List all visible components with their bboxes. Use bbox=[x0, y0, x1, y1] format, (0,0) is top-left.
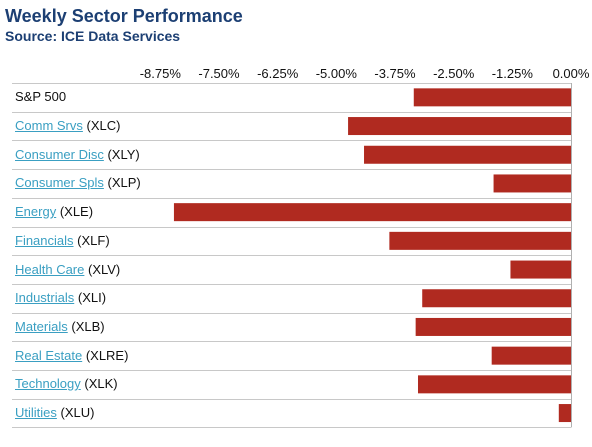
category-label: S&P 500 bbox=[15, 89, 66, 105]
bar bbox=[173, 203, 571, 222]
index-label: S&P 500 bbox=[15, 89, 67, 105]
category-label: Consumer Disc (XLY) bbox=[15, 147, 140, 163]
x-tick-label: -5.00% bbox=[316, 66, 358, 81]
sector-link[interactable]: Technology bbox=[15, 376, 81, 392]
bar bbox=[348, 117, 571, 136]
bars bbox=[173, 88, 571, 423]
ticker-label: (XLP) bbox=[103, 175, 141, 191]
x-tick-label: 0.00% bbox=[553, 66, 590, 81]
x-tick-label: -6.25% bbox=[257, 66, 299, 81]
bar bbox=[510, 260, 571, 279]
bar bbox=[493, 174, 571, 193]
sector-link[interactable]: Utilities bbox=[15, 405, 57, 421]
category-label: Health Care (XLV) bbox=[15, 262, 120, 278]
x-tick-label: -2.50% bbox=[433, 66, 475, 81]
ticker-label: (XLE) bbox=[56, 204, 94, 220]
sector-link[interactable]: Health Care bbox=[15, 261, 85, 277]
ticker-label: (XLC) bbox=[82, 118, 121, 134]
ticker-label: (XLB) bbox=[67, 318, 105, 334]
ticker-label: (XLI) bbox=[74, 290, 107, 306]
x-tick-label: -7.50% bbox=[198, 66, 240, 81]
ticker-label: (XLK) bbox=[80, 376, 118, 392]
x-axis-ticks: -8.75% -7.50% -6.25% -5.00% -3.75% -2.50% -1.2… bbox=[140, 66, 590, 81]
ticker-label: (XLU) bbox=[56, 405, 95, 421]
sector-link[interactable]: Energy bbox=[15, 204, 57, 220]
x-tick-label: -3.75% bbox=[374, 66, 416, 81]
bar bbox=[417, 375, 571, 394]
category-label: Comm Srvs (XLC) bbox=[15, 118, 120, 134]
bar bbox=[415, 317, 571, 336]
bar bbox=[364, 145, 571, 164]
bar bbox=[422, 289, 571, 308]
sector-link[interactable]: Real Estate bbox=[15, 347, 83, 363]
category-label: Real Estate (XLRE) bbox=[15, 348, 128, 364]
x-tick-label: -8.75% bbox=[140, 66, 182, 81]
sector-link[interactable]: Materials bbox=[15, 318, 68, 334]
bar bbox=[558, 404, 571, 423]
category-label: Industrials (XLI) bbox=[15, 290, 106, 306]
category-label: Technology (XLK) bbox=[15, 376, 118, 392]
sector-link[interactable]: Consumer Disc bbox=[15, 146, 104, 162]
ticker-label: (XLY) bbox=[103, 146, 140, 162]
row-separators bbox=[12, 83, 572, 428]
category-label: Materials (XLB) bbox=[15, 319, 105, 335]
sector-link[interactable]: Comm Srvs bbox=[15, 118, 83, 134]
category-label: Financials (XLF) bbox=[15, 233, 110, 249]
sector-link[interactable]: Industrials bbox=[15, 290, 75, 306]
bar bbox=[389, 231, 571, 250]
category-label: Utilities (XLU) bbox=[15, 405, 94, 421]
sector-link[interactable]: Consumer Spls bbox=[15, 175, 104, 191]
ticker-label: (XLV) bbox=[84, 261, 121, 277]
category-label: Energy (XLE) bbox=[15, 204, 93, 220]
chart-title: Weekly Sector Performance bbox=[5, 6, 243, 26]
sector-link[interactable]: Financials bbox=[15, 232, 74, 248]
bar bbox=[413, 88, 571, 107]
ticker-label: (XLRE) bbox=[82, 347, 129, 363]
category-label: Consumer Spls (XLP) bbox=[15, 175, 141, 191]
ticker-label: (XLF) bbox=[73, 232, 110, 248]
bar bbox=[491, 346, 571, 365]
chart-source: Source: ICE Data Services bbox=[5, 28, 181, 44]
x-tick-label: -1.25% bbox=[492, 66, 534, 81]
